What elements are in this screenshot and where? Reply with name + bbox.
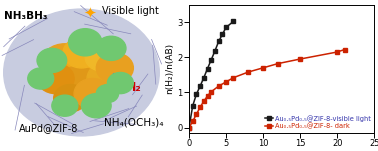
Au₀.₅Pd₀.₅@ZIF-8- dark xyxy=(342,49,347,50)
Au₀.₅Pd₀.₅@ZIF-8- dark xyxy=(224,81,228,83)
Circle shape xyxy=(28,68,54,89)
Circle shape xyxy=(96,85,119,103)
Circle shape xyxy=(68,29,102,56)
Text: ✦: ✦ xyxy=(84,6,96,21)
Au₀.₅Pd₀.₅@ZIF-8- dark xyxy=(191,120,195,122)
Au₀.₅Pd₀.₅@ZIF-8- dark xyxy=(216,85,221,87)
Au₀.₅Pd₀.₅@ZIF-8- dark xyxy=(298,58,302,60)
Circle shape xyxy=(63,38,100,68)
Au₀.₅Pd₀.₅@ZIF-8- dark xyxy=(187,127,191,129)
Au₀.₅Pd₀.₅@ZIF-8- dark xyxy=(201,100,206,102)
Au₀.₅Pd₀.₅@ZIF-8- dark xyxy=(194,113,199,115)
Line: Au₀.₅Pd₀.₅@ZIF-8-visible light: Au₀.₅Pd₀.₅@ZIF-8-visible light xyxy=(187,19,235,130)
Au₀.₅Pd₀.₅@ZIF-8-visible light xyxy=(216,41,221,42)
Au₀.₅Pd₀.₅@ZIF-8-visible light xyxy=(209,59,214,61)
Au₀.₅Pd₀.₅@ZIF-8-visible light xyxy=(224,26,228,28)
Text: AuPd@ZIF-8: AuPd@ZIF-8 xyxy=(19,123,78,133)
Circle shape xyxy=(96,53,133,83)
Au₀.₅Pd₀.₅@ZIF-8- dark xyxy=(261,67,265,69)
Au₀.₅Pd₀.₅@ZIF-8-visible light xyxy=(213,50,217,52)
Au₀.₅Pd₀.₅@ZIF-8-visible light xyxy=(191,105,195,107)
Circle shape xyxy=(67,47,119,89)
Circle shape xyxy=(107,72,133,94)
Circle shape xyxy=(4,9,159,136)
Au₀.₅Pd₀.₅@ZIF-8- dark xyxy=(231,77,236,79)
Circle shape xyxy=(96,36,126,60)
Circle shape xyxy=(52,95,78,116)
Circle shape xyxy=(54,85,87,112)
Au₀.₅Pd₀.₅@ZIF-8-visible light xyxy=(198,85,202,87)
Au₀.₅Pd₀.₅@ZIF-8- dark xyxy=(198,106,202,108)
Au₀.₅Pd₀.₅@ZIF-8-visible light xyxy=(187,127,191,129)
Y-axis label: n(H₂)/n(AB): n(H₂)/n(AB) xyxy=(166,43,175,94)
Text: Visible light: Visible light xyxy=(102,6,159,16)
Text: NH₄(OCH₃)₄: NH₄(OCH₃)₄ xyxy=(104,118,163,128)
Au₀.₅Pd₀.₅@ZIF-8- dark xyxy=(209,91,214,93)
Au₀.₅Pd₀.₅@ZIF-8-visible light xyxy=(194,93,199,95)
Circle shape xyxy=(82,94,111,118)
Circle shape xyxy=(74,79,111,109)
Circle shape xyxy=(87,62,128,95)
Au₀.₅Pd₀.₅@ZIF-8- dark xyxy=(276,63,280,64)
Au₀.₅Pd₀.₅@ZIF-8-visible light xyxy=(220,34,225,35)
Au₀.₅Pd₀.₅@ZIF-8-visible light xyxy=(205,68,210,69)
Circle shape xyxy=(85,44,119,71)
Au₀.₅Pd₀.₅@ZIF-8-visible light xyxy=(201,77,206,79)
Au₀.₅Pd₀.₅@ZIF-8- dark xyxy=(205,95,210,97)
Circle shape xyxy=(56,66,100,103)
Circle shape xyxy=(41,44,89,83)
Circle shape xyxy=(37,48,67,72)
Au₀.₅Pd₀.₅@ZIF-8-visible light xyxy=(231,21,236,22)
Legend: Au₀.₅Pd₀.₅@ZIF-8-visible light, Au₀.₅Pd₀.₅@ZIF-8- dark: Au₀.₅Pd₀.₅@ZIF-8-visible light, Au₀.₅Pd₀… xyxy=(265,115,371,130)
Circle shape xyxy=(37,63,74,94)
Line: Au₀.₅Pd₀.₅@ZIF-8- dark: Au₀.₅Pd₀.₅@ZIF-8- dark xyxy=(187,47,347,130)
Au₀.₅Pd₀.₅@ZIF-8- dark xyxy=(246,71,251,73)
Au₀.₅Pd₀.₅@ZIF-8- dark xyxy=(335,51,339,53)
Text: NH₃BH₃: NH₃BH₃ xyxy=(4,11,47,21)
Text: H₂: H₂ xyxy=(126,81,142,94)
